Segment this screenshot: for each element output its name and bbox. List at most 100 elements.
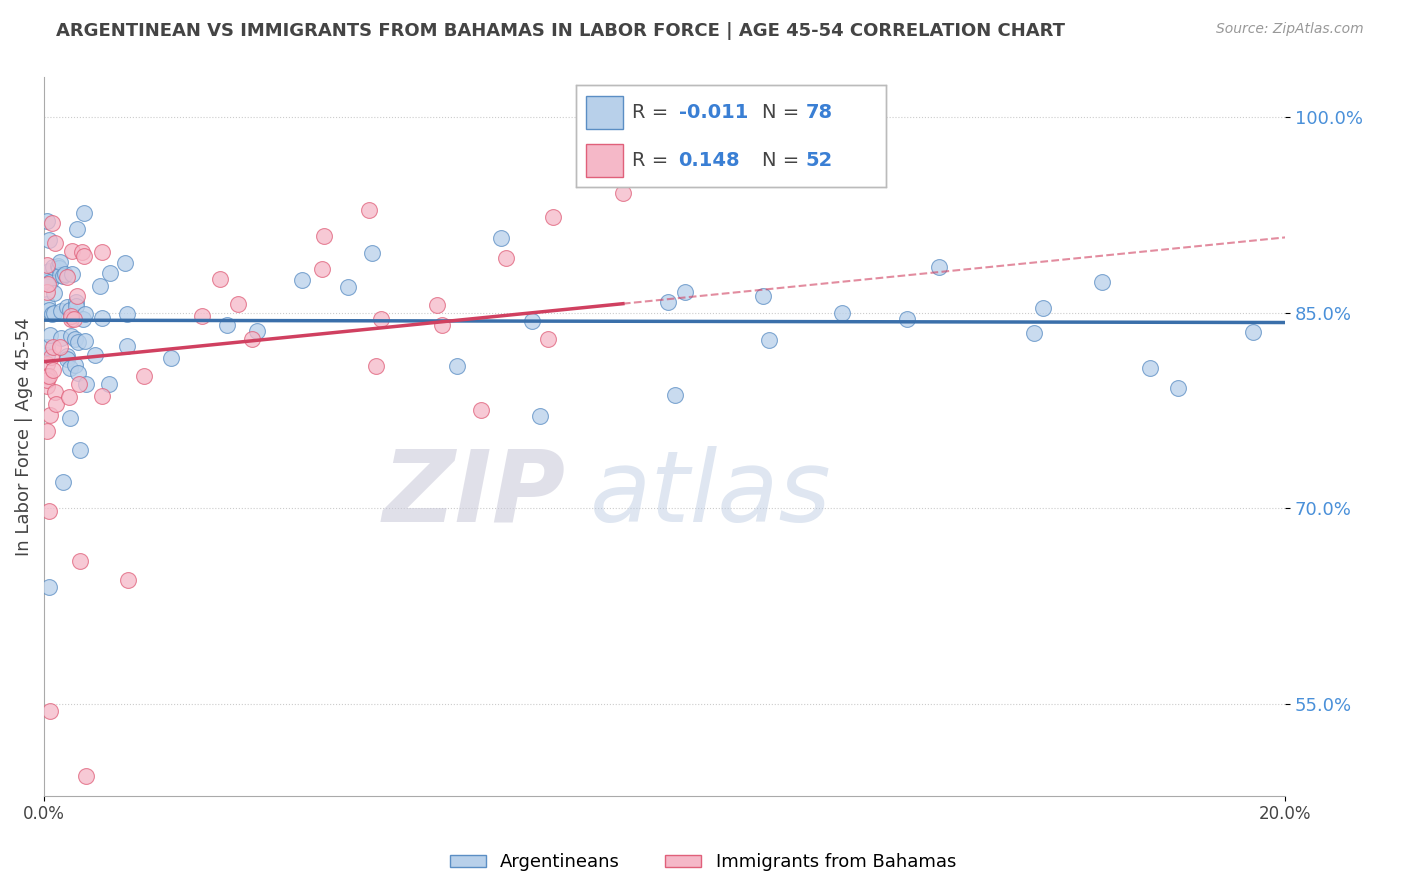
Point (37, 340, 59, 354)
Point (37, 272, 59, 286)
Point (1032, 301, 1054, 315)
Point (60, 244, 83, 259)
Y-axis label: In Labor Force | Age 45-54: In Labor Force | Age 45-54 (15, 318, 32, 556)
Point (529, 409, 551, 423)
Point (37, 424, 59, 438)
Point (612, 186, 634, 201)
Point (49, 304, 72, 318)
Point (114, 256, 136, 270)
Point (1091, 275, 1114, 289)
Text: Source: ZipAtlas.com: Source: ZipAtlas.com (1216, 22, 1364, 37)
Point (446, 359, 468, 373)
Point (160, 351, 183, 365)
Point (41, 307, 63, 321)
Point (42, 260, 65, 274)
Point (51, 331, 73, 345)
Point (73, 249, 96, 263)
Text: N =: N = (762, 151, 806, 170)
Point (37, 274, 59, 288)
Point (752, 289, 775, 303)
Point (758, 333, 780, 347)
Point (311, 262, 333, 277)
Point (673, 285, 696, 299)
Point (52, 475, 75, 490)
Point (37, 277, 59, 291)
Point (67, 377, 90, 392)
Point (89, 278, 111, 293)
Point (1167, 381, 1189, 395)
Bar (586, 145, 623, 177)
Point (66, 288, 89, 302)
Point (63, 333, 86, 347)
Point (59, 311, 82, 326)
Point (75, 769, 97, 783)
Point (928, 260, 950, 275)
Point (39, 327, 62, 342)
Text: R =: R = (633, 103, 675, 122)
Point (53, 267, 76, 281)
Point (37, 348, 59, 362)
Point (430, 318, 453, 332)
Point (541, 210, 564, 224)
Point (360, 245, 382, 260)
Point (70, 244, 93, 259)
Point (38, 369, 60, 384)
Point (495, 251, 517, 265)
Point (65, 222, 87, 236)
Text: atlas: atlas (591, 446, 832, 542)
Point (657, 295, 679, 310)
Point (37, 368, 59, 383)
Point (42, 285, 65, 300)
Point (48, 260, 70, 275)
Point (45, 397, 67, 411)
Text: 52: 52 (806, 151, 832, 170)
Point (69, 554, 91, 568)
Point (37, 379, 59, 393)
Point (337, 280, 360, 294)
Text: 0.148: 0.148 (679, 151, 740, 170)
Point (59, 309, 82, 323)
Point (38, 264, 60, 278)
Point (366, 359, 388, 373)
Point (59, 361, 82, 376)
Point (44, 235, 66, 250)
Point (896, 311, 918, 326)
Point (38, 408, 60, 422)
Point (67, 367, 90, 381)
Point (246, 324, 269, 338)
Point (37, 285, 59, 299)
Point (425, 298, 447, 312)
Point (132, 369, 155, 384)
Point (44, 384, 66, 399)
Point (49, 255, 72, 269)
Point (217, 318, 239, 332)
Point (75, 377, 97, 392)
Point (75, 334, 97, 348)
Point (72, 311, 94, 326)
Point (42, 306, 65, 320)
Point (59, 303, 82, 318)
Point (48, 260, 70, 274)
Point (48, 340, 70, 354)
Text: N =: N = (762, 103, 806, 122)
Point (39, 350, 62, 364)
Point (537, 332, 560, 346)
Point (55, 349, 77, 363)
Point (489, 231, 512, 245)
Text: ARGENTINEAN VS IMMIGRANTS FROM BAHAMAS IN LABOR FORCE | AGE 45-54 CORRELATION CH: ARGENTINEAN VS IMMIGRANTS FROM BAHAMAS I… (56, 22, 1066, 40)
Point (98, 266, 121, 280)
Point (73, 206, 96, 220)
Point (55, 300, 77, 314)
Point (370, 312, 392, 326)
Point (115, 307, 138, 321)
Text: 78: 78 (806, 103, 832, 122)
Point (52, 269, 75, 284)
Point (38, 233, 60, 247)
Point (38, 704, 60, 718)
Point (59, 328, 82, 343)
Point (1024, 326, 1046, 340)
Text: -0.011: -0.011 (679, 103, 748, 122)
Point (91, 389, 114, 403)
Point (664, 388, 686, 402)
Point (37, 358, 59, 372)
